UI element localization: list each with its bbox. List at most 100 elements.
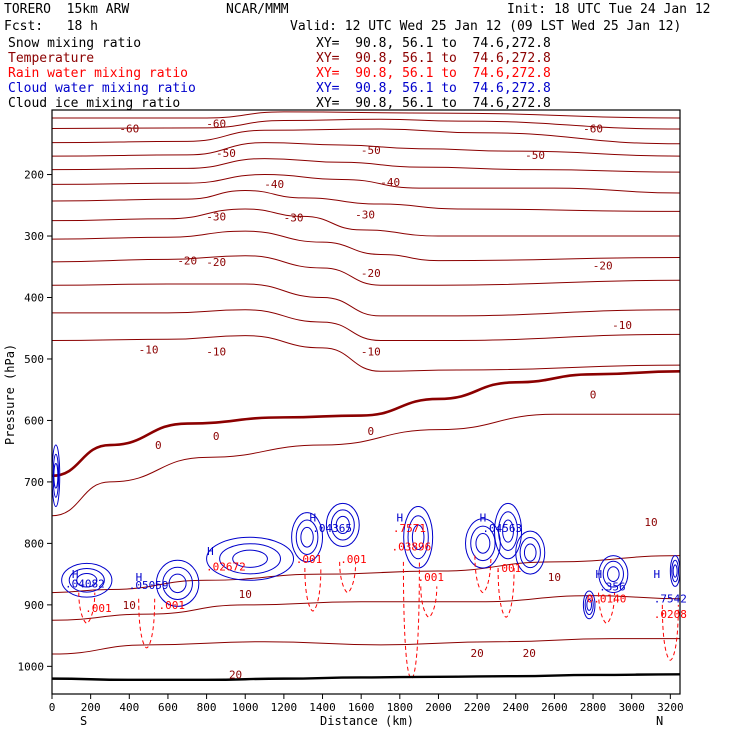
isotherm-line: [51, 190, 681, 212]
rain-contours: [78, 555, 679, 680]
cloud-water-contour: [295, 519, 319, 555]
cloud-water-contour: [76, 573, 98, 588]
extremum-label: H: [596, 568, 603, 581]
extremum-label: .7542: [654, 593, 687, 606]
rain-contour: [598, 592, 616, 624]
cloud-water-contour: [523, 543, 537, 562]
isotherm-line: [51, 230, 681, 262]
cloud-water-contour: [470, 525, 496, 562]
cloud-water-contour: [411, 524, 425, 551]
extremum-label: H: [397, 512, 404, 525]
x-tick-label: 1600: [348, 701, 375, 714]
cloud-water-contour: [206, 536, 295, 581]
x-tick-label: 200: [81, 701, 101, 714]
isotherm-label: -50: [361, 144, 381, 157]
field-label-rain: Rain water mixing ratio: [8, 66, 189, 81]
init-time: Init: 18 UTC Tue 24 Jan 12: [507, 2, 711, 17]
cloud-water-contour: [155, 559, 200, 607]
rain-contour: [420, 586, 438, 618]
cloud-water-contour: [335, 515, 350, 535]
isotherm-line: [51, 369, 681, 478]
cloud-water-contour: [162, 566, 193, 600]
extremum-label: 0.0140: [587, 593, 627, 606]
contour-labels: -60 -60 -60-50 -50 -50-40 -40-30 -30 -30-20 -20-…: [65, 118, 687, 682]
isotherm-label: -40: [380, 176, 400, 189]
isotherm-label: -10: [139, 344, 159, 357]
extremum-label: .0208: [654, 608, 687, 621]
cloud-water-contour: [671, 559, 680, 583]
x-tick-label: 1400: [309, 701, 336, 714]
temperature-isotherms: [51, 111, 681, 655]
extremum-label: H: [136, 571, 143, 584]
model-title: TORERO 15km ARW: [4, 2, 130, 17]
isotherm-label: 10: [644, 516, 657, 529]
isotherm-line: [51, 208, 680, 237]
isotherm-label: 10: [239, 588, 252, 601]
isotherm-label: 0: [155, 439, 162, 452]
isotherm-label: -20: [177, 255, 197, 268]
extremum-label: .001: [85, 602, 112, 615]
extremum-label: .356: [599, 580, 626, 593]
extremum-label: .001: [340, 553, 367, 566]
isotherm-line: [51, 142, 681, 157]
extremum-label: .7571: [393, 522, 426, 535]
cloud-water-contour: [672, 564, 678, 578]
isotherm-line: [51, 111, 681, 119]
extremum-label: .001: [417, 571, 444, 584]
isotherm-label: -20: [361, 267, 381, 280]
cloud-water-contour: [68, 567, 105, 593]
cloud-water-contour: [407, 515, 429, 560]
isotherm-label: -60: [206, 118, 226, 131]
cloud-water-contour: [586, 598, 593, 611]
extremum-label: .001: [159, 599, 186, 612]
terrain-line: [51, 673, 681, 682]
field-label-cloud-water: Cloud water mixing ratio: [8, 81, 196, 96]
field-xy-snow: XY= 90.8, 56.1 to 74.6,272.8: [316, 36, 551, 51]
cloud-water-contour: [325, 502, 360, 547]
cloud-water-contour: [403, 506, 434, 569]
isotherm-label: -20: [593, 260, 613, 273]
isotherm-label: 10: [123, 599, 136, 612]
isotherm-line: [51, 335, 681, 372]
cloud-water-contour: [607, 566, 620, 583]
isotherm-label: -60: [583, 122, 603, 135]
field-xy-temperature: XY= 90.8, 56.1 to 74.6,272.8: [316, 51, 551, 66]
isotherm-line: [51, 283, 681, 317]
x-tick-label: 2200: [464, 701, 491, 714]
rain-contour: [661, 604, 679, 661]
isotherm-label: -50: [525, 149, 545, 162]
rain-contour: [474, 555, 492, 594]
x-tick-label: 0: [49, 701, 56, 714]
extremum-label: .03896: [392, 540, 432, 553]
isotherm-label: -10: [612, 319, 632, 332]
extremum-label: H: [653, 568, 660, 581]
cloud-water-contour: [598, 555, 629, 594]
cloud-water-contour: [502, 519, 514, 543]
x-tick-label: 800: [197, 701, 217, 714]
cloud-water-contour: [493, 502, 523, 560]
y-tick-label: 700: [24, 476, 44, 489]
isotherm-label: -30: [284, 212, 304, 225]
x-tick-label: 400: [119, 701, 139, 714]
isotherm-line: [52, 309, 681, 342]
x-tick-label: 2400: [503, 701, 530, 714]
y-tick-label: 500: [24, 353, 44, 366]
cloud-water-contour: [232, 549, 268, 568]
isotherm-label: -50: [216, 147, 236, 160]
cloud-water-contour: [52, 453, 60, 498]
isotherm-label: -30: [355, 209, 375, 222]
x-tick-label: 2600: [541, 701, 568, 714]
field-xy-rain: XY= 90.8, 56.1 to 74.6,272.8: [316, 66, 551, 81]
cloud-water-contour: [584, 594, 594, 616]
extremum-label: H: [207, 545, 214, 558]
valid-time: Valid: 12 UTC Wed 25 Jan 12 (09 LST Wed …: [290, 19, 682, 34]
y-tick-label: 800: [24, 537, 44, 550]
rain-contour: [402, 561, 420, 680]
rain-contour: [339, 561, 357, 594]
field-label-cloud-ice: Cloud ice mixing ratio: [8, 96, 181, 111]
isotherm-line: [51, 555, 681, 594]
forecast-hour: Fcst: 18 h: [4, 19, 98, 34]
field-label-temperature: Temperature: [8, 51, 95, 66]
extremum-label: .001: [495, 562, 522, 575]
extremum-label: .04365: [312, 522, 352, 535]
